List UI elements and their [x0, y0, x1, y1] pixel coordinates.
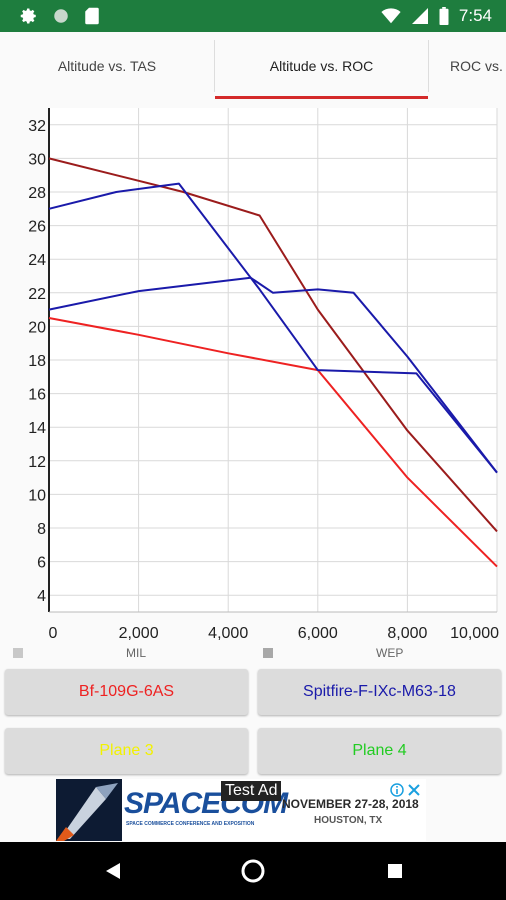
plane-2-button[interactable]: Spitfire-F-IXc-M63-18: [258, 669, 501, 715]
plane-1-label: Bf-109G-6AS: [78, 683, 175, 700]
x-tick-label: 4,000: [208, 625, 248, 642]
y-tick-label: 26: [28, 219, 46, 236]
x-tick-label: 10,000: [450, 625, 499, 642]
ad-date: NOVEMBER 27-28, 2018: [282, 797, 419, 811]
plane-3-label: Plane 3: [99, 742, 154, 759]
wifi-icon: [381, 8, 401, 24]
y-tick-label: 32: [28, 118, 46, 135]
plane-3-button[interactable]: Plane 3: [5, 728, 248, 774]
home-icon[interactable]: [240, 858, 266, 884]
tab-label: Altitude vs. ROC: [269, 58, 374, 74]
y-tick-label: 8: [37, 521, 46, 538]
y-tick-label: 30: [28, 151, 46, 168]
altitude-vs-roc-chart: 4 6 8 10 12 14 16 18 20 22 24 26 28 30 32 0 2,000 4,000 6,…: [28, 108, 499, 642]
series-line-3: [48, 182, 498, 474]
y-tick-label: 20: [28, 319, 46, 336]
tab-label: Altitude vs. TAS: [57, 58, 157, 74]
tab-roc-vs-tas[interactable]: ROC vs. TAS: [430, 32, 506, 100]
tab-bar: Altitude vs. TAS Altitude vs. ROC ROC vs…: [0, 32, 506, 100]
series-line-2: [48, 317, 498, 568]
mil-legend-label: MIL: [126, 646, 147, 660]
y-tick-label: 4: [37, 588, 46, 605]
y-tick-label: 24: [28, 252, 46, 269]
clock: 7:54: [458, 6, 492, 25]
x-tick-label: 0: [49, 625, 58, 642]
ad-close-icon[interactable]: [408, 784, 420, 796]
ad-banner[interactable]: SPACECOM SPACE COMMERCE CONFERENCE AND E…: [56, 779, 426, 841]
y-tick-label: 16: [28, 387, 46, 404]
status-bar: 7:54: [0, 0, 506, 32]
battery-icon: [439, 7, 449, 25]
plane-4-label: Plane 4: [352, 742, 407, 759]
recents-icon[interactable]: [386, 862, 404, 880]
wep-legend-checkbox[interactable]: [263, 648, 273, 658]
x-tick-label: 6,000: [298, 625, 338, 642]
plane-1-button[interactable]: Bf-109G-6AS: [5, 669, 248, 715]
y-tick-label: 12: [28, 454, 46, 471]
tab-altitude-vs-tas[interactable]: Altitude vs. TAS: [0, 32, 214, 100]
circle-icon: [54, 9, 68, 23]
y-tick-label: 22: [28, 286, 46, 303]
navigation-bar: [0, 842, 506, 900]
series-line-4: [48, 276, 498, 474]
tab-label: ROC vs. TAS: [450, 58, 506, 74]
ad-location: HOUSTON, TX: [314, 815, 383, 826]
mil-legend-checkbox[interactable]: [13, 648, 23, 658]
ad-tagline: SPACE COMMERCE CONFERENCE AND EXPOSITION: [126, 821, 255, 827]
y-tick-label: 18: [28, 353, 46, 370]
back-icon[interactable]: [104, 862, 122, 880]
wep-legend-label: WEP: [376, 646, 404, 660]
ad-info-icon[interactable]: [390, 783, 404, 797]
gear-icon: [20, 8, 36, 24]
sd-card-icon: [85, 7, 99, 25]
x-tick-label: 2,000: [119, 625, 159, 642]
active-tab-indicator: [215, 96, 428, 99]
plane-2-label: Spitfire-F-IXc-M63-18: [303, 683, 456, 700]
plane-4-button[interactable]: Plane 4: [258, 728, 501, 774]
x-tick-label: 8,000: [387, 625, 427, 642]
tab-altitude-vs-roc[interactable]: Altitude vs. ROC: [215, 32, 428, 100]
y-tick-label: 28: [28, 185, 46, 202]
rocket-logo-icon: [56, 779, 122, 841]
y-tick-label: 10: [28, 487, 46, 504]
ad-badge: Test Ad: [221, 781, 282, 801]
y-tick-label: 6: [37, 555, 46, 572]
series-line-1: [48, 157, 498, 533]
y-tick-label: 14: [28, 420, 46, 437]
signal-icon: [411, 8, 428, 24]
